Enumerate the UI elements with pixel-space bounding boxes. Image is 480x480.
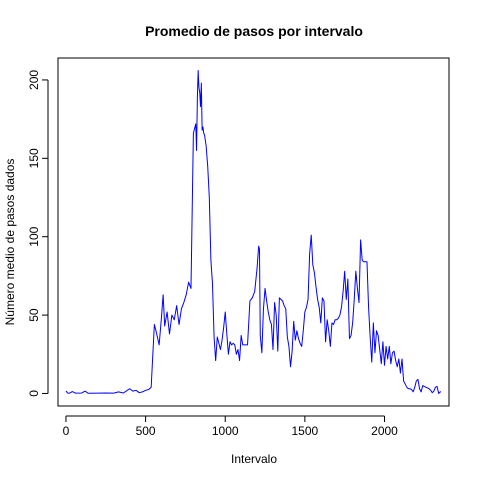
- x-axis-label: Intervalo: [231, 452, 277, 466]
- y-tick-label: 50: [27, 308, 41, 322]
- x-axis: 0 500 1000 1500 2000: [63, 415, 398, 438]
- x-tick-label: 1000: [212, 424, 239, 438]
- y-tick-label: 0: [27, 390, 41, 397]
- series-line: [65, 70, 442, 394]
- plot-box: [57, 57, 450, 407]
- y-tick-label: 200: [27, 70, 41, 90]
- x-tick-label: 500: [136, 424, 156, 438]
- x-tick-label: 0: [63, 424, 70, 438]
- y-axis: 0 50 100 150 200: [27, 70, 49, 397]
- x-tick-label: 2000: [371, 424, 398, 438]
- chart-title: Promedio de pasos por intervalo: [145, 23, 363, 39]
- y-tick-label: 150: [27, 148, 41, 168]
- x-tick-label: 1500: [292, 424, 319, 438]
- y-tick-label: 100: [27, 226, 41, 246]
- y-axis-label: Número medio de pasos dados: [3, 159, 17, 326]
- series-layer: [65, 70, 442, 394]
